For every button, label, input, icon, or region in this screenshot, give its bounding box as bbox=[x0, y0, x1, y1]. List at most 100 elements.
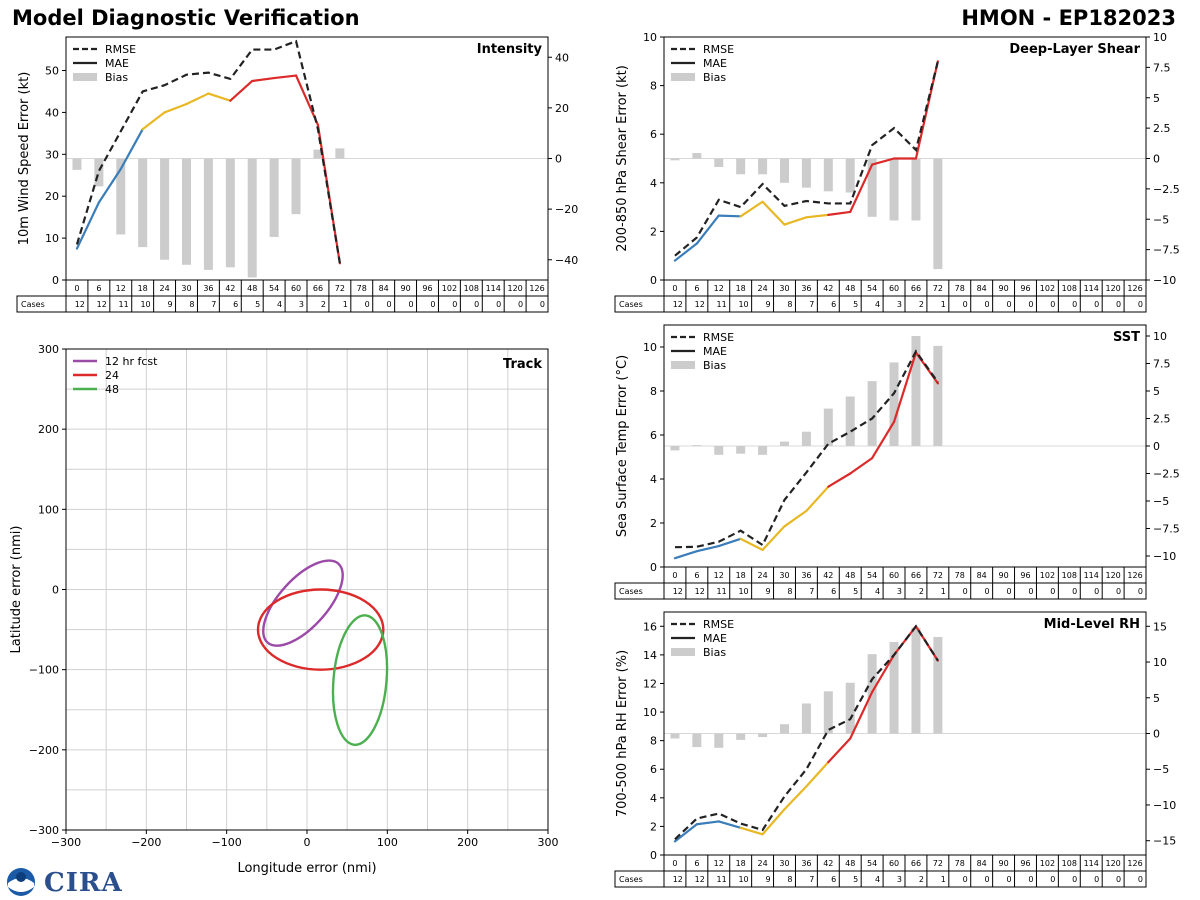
track-xlabel: Longitude error (nmi) bbox=[237, 861, 376, 876]
intensity-cases-126: 0 bbox=[540, 300, 545, 309]
rh-ytick-label: 12 bbox=[643, 677, 657, 690]
sst-cases-24: 9 bbox=[765, 587, 770, 596]
sst-ytick-label: 6 bbox=[650, 429, 657, 442]
shear-cases-120: 0 bbox=[1116, 300, 1121, 309]
rh-mae-segment-12 bbox=[717, 820, 742, 829]
shear-cases-108: 0 bbox=[1072, 300, 1077, 309]
intensity-cases-84: 0 bbox=[387, 300, 392, 309]
rh-legend-bias-swatch bbox=[671, 648, 695, 656]
intensity-cases-54: 4 bbox=[277, 300, 282, 309]
rh-bias-bar-24 bbox=[758, 733, 768, 738]
intensity-y2tick-label: 0 bbox=[555, 153, 562, 166]
rh-cases-120: 0 bbox=[1116, 875, 1121, 884]
sst-y2tick-label: 5 bbox=[1153, 385, 1160, 398]
shear-ytick-label: 8 bbox=[650, 80, 657, 93]
rh-bias-bar-72 bbox=[933, 637, 943, 734]
sst-cases-114: 0 bbox=[1094, 587, 1099, 596]
shear-hour-0: 0 bbox=[672, 284, 677, 293]
shear-mae-segment-48 bbox=[849, 163, 874, 214]
rh-cases-72: 1 bbox=[941, 875, 946, 884]
shear-y2tick-label: −10 bbox=[1153, 274, 1176, 287]
rh-hour-126: 126 bbox=[1127, 859, 1142, 868]
sst-mae-segment-30 bbox=[783, 509, 808, 528]
track-ytick-label: 0 bbox=[52, 584, 59, 597]
shear-bias-bar-66 bbox=[911, 158, 921, 221]
shear-y2tick-label: 0 bbox=[1153, 153, 1160, 166]
shear-cases-96: 0 bbox=[1028, 300, 1033, 309]
sst-bias-bar-12 bbox=[714, 446, 724, 455]
shear-bias-bar-36 bbox=[801, 158, 811, 188]
sst-y2tick-label: −10 bbox=[1153, 550, 1176, 563]
sst-hour-18: 18 bbox=[736, 571, 746, 580]
intensity-cases-30: 8 bbox=[189, 300, 194, 309]
cira-logo-text: CIRA bbox=[44, 868, 123, 898]
shear-cases-48: 5 bbox=[853, 300, 858, 309]
shear-ylabel: 200-850 hPa Shear Error (kt) bbox=[615, 65, 630, 252]
intensity-ylabel: 10m Wind Speed Error (kt) bbox=[17, 72, 32, 246]
intensity-cases-66: 2 bbox=[321, 300, 326, 309]
shear-legend-rmse: RMSE bbox=[703, 43, 734, 56]
intensity-hour-48: 48 bbox=[247, 284, 257, 293]
intensity-hour-36: 36 bbox=[203, 284, 213, 293]
shear-ytick-label: 4 bbox=[650, 177, 657, 190]
rh-y2tick-label: 15 bbox=[1153, 620, 1167, 633]
sst-cases-18: 10 bbox=[738, 587, 748, 596]
shear-mae-segment-24 bbox=[761, 200, 786, 226]
intensity-y2tick-label: −40 bbox=[555, 254, 578, 267]
intensity-mae-segment-12 bbox=[119, 128, 144, 171]
sst-y2tick-label: 2.5 bbox=[1153, 413, 1171, 426]
sst-hour-96: 96 bbox=[1020, 571, 1030, 580]
shear-cases-6: 12 bbox=[695, 300, 705, 309]
shear-ytick-label: 6 bbox=[650, 128, 657, 141]
rh-hour-60: 60 bbox=[889, 859, 899, 868]
shear-cases-90: 0 bbox=[1006, 300, 1011, 309]
intensity-cases-label: Cases bbox=[21, 300, 45, 309]
track-xtick-label: 100 bbox=[377, 836, 398, 849]
track-ylabel: Latitude error (nmi) bbox=[9, 526, 24, 654]
shear-bias-bar-60 bbox=[889, 158, 899, 221]
intensity-bias-bar-42 bbox=[225, 158, 235, 268]
sst-hour-84: 84 bbox=[977, 571, 987, 580]
shear-y2tick-label: 5 bbox=[1153, 92, 1160, 105]
sst-bias-bar-72 bbox=[933, 345, 943, 446]
shear-bias-bar-24 bbox=[758, 158, 768, 175]
rh-cases-66: 2 bbox=[919, 875, 924, 884]
rh-y2tick-label: −5 bbox=[1153, 763, 1169, 776]
sst-mae-segment-0 bbox=[673, 550, 698, 560]
sst-cases-label: Cases bbox=[619, 587, 643, 596]
intensity-hour-66: 66 bbox=[313, 284, 323, 293]
sst-cases-54: 4 bbox=[875, 587, 880, 596]
sst-bias-bar-18 bbox=[736, 446, 746, 454]
intensity-bias-bar-30 bbox=[182, 158, 191, 265]
shear-hour-54: 54 bbox=[867, 284, 877, 293]
rh-ytick-label: 0 bbox=[650, 849, 657, 862]
sst-hour-126: 126 bbox=[1127, 571, 1142, 580]
rh-hour-12: 12 bbox=[714, 859, 724, 868]
rh-ytick-label: 2 bbox=[650, 820, 657, 833]
shear-hour-48: 48 bbox=[845, 284, 855, 293]
shear-hour-120: 120 bbox=[1105, 284, 1120, 293]
intensity-cases-24: 9 bbox=[167, 300, 172, 309]
sst-cases-12: 11 bbox=[717, 587, 727, 596]
rh-rmse-line bbox=[674, 624, 939, 841]
shear-hour-30: 30 bbox=[779, 284, 789, 293]
sst-rmse-line bbox=[674, 349, 939, 549]
intensity-cases-120: 0 bbox=[518, 300, 523, 309]
sst-ytick-label: 4 bbox=[650, 473, 657, 486]
shear-cases-30: 8 bbox=[787, 300, 792, 309]
rh-hour-66: 66 bbox=[911, 859, 921, 868]
intensity-ytick-label: 0 bbox=[52, 274, 59, 287]
rh-y2tick-label: −15 bbox=[1153, 835, 1176, 848]
intensity-bias-bar-0 bbox=[72, 158, 82, 170]
sst-hour-6: 6 bbox=[694, 571, 699, 580]
sst-bias-bar-66 bbox=[911, 336, 921, 446]
intensity-mae-segment-24 bbox=[163, 102, 188, 114]
sst-hour-0: 0 bbox=[672, 571, 677, 580]
sst-y2tick-label: 7.5 bbox=[1153, 358, 1171, 371]
intensity-legend-mae: MAE bbox=[105, 57, 129, 70]
sst-cases-78: 0 bbox=[963, 587, 968, 596]
rh-ytick-label: 14 bbox=[643, 649, 657, 662]
intensity-hour-120: 120 bbox=[507, 284, 522, 293]
rh-hour-18: 18 bbox=[736, 859, 746, 868]
sst-cases-6: 12 bbox=[695, 587, 705, 596]
